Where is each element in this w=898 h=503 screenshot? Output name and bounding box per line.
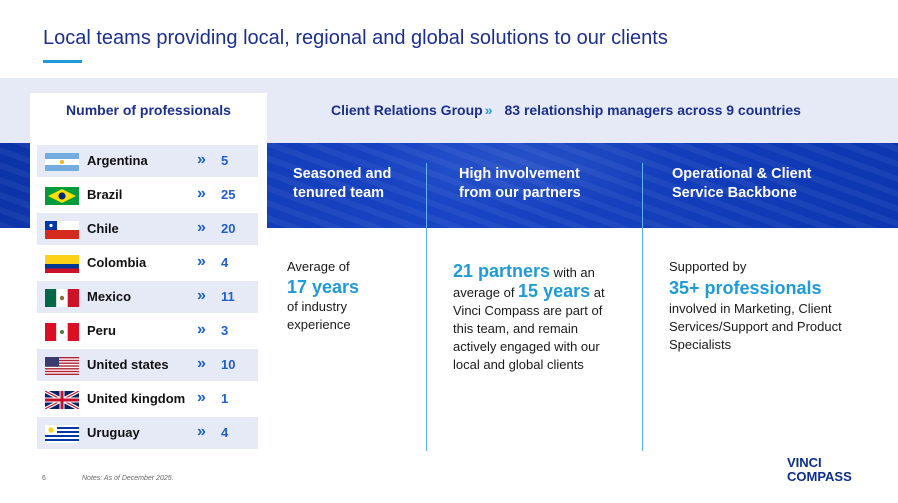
column-body-involvement: 21 partners with an average of 15 years … <box>453 262 623 374</box>
double-chevron-icon: » <box>197 355 206 372</box>
country-row: Argentina » 5 <box>37 145 258 177</box>
double-chevron-icon: » <box>197 389 206 406</box>
logo-line-2: COMPASS <box>787 469 852 484</box>
body-text: Supported by <box>669 259 747 274</box>
country-name: United states <box>87 357 169 372</box>
usa-flag-icon <box>45 357 79 375</box>
client-relations-line: Client Relations Group» 83 relationship m… <box>331 102 801 118</box>
professional-count: 11 <box>221 289 235 304</box>
country-name: United kingdom <box>87 391 186 406</box>
double-chevron-icon: » <box>197 185 206 202</box>
country-row: United kingdom » 1 <box>37 383 258 415</box>
chile-flag-icon <box>45 221 79 239</box>
double-chevron-icon: » <box>197 253 206 270</box>
column-title-involvement: High involvement from our partners <box>459 166 581 201</box>
body-text: with an average of <box>453 265 595 300</box>
footer-note: Notes: As of December 2025. <box>82 475 174 482</box>
professionals-header: Number of professionals <box>66 102 231 118</box>
country-name: Mexico <box>87 289 132 304</box>
argentina-flag-icon <box>45 153 79 171</box>
professional-count: 5 <box>221 153 229 168</box>
highlight-professionals: 35+ professionals <box>669 278 822 298</box>
crg-label: Client Relations Group <box>331 102 483 118</box>
professional-count: 4 <box>221 425 229 440</box>
page-number: 6 <box>42 475 46 482</box>
managers-text: 83 relationship managers across 9 countr… <box>504 102 801 118</box>
country-name: Chile <box>87 221 119 236</box>
column-body-backbone: Supported by 35+ professionals involved … <box>669 258 859 354</box>
uk-flag-icon <box>45 391 79 409</box>
country-name: Brazil <box>87 187 123 202</box>
professional-count: 3 <box>221 323 229 338</box>
column-divider <box>426 163 427 451</box>
colombia-flag-icon <box>45 255 79 273</box>
peru-flag-icon <box>45 323 79 341</box>
country-row: United states » 10 <box>37 349 258 381</box>
body-text: involved in Marketing, Client Services/S… <box>669 301 842 352</box>
country-row: Colombia » 4 <box>37 247 258 279</box>
professional-count: 20 <box>221 221 236 236</box>
country-row: Peru » 3 <box>37 315 258 347</box>
highlight-years: 17 years <box>287 277 360 297</box>
double-chevron-icon: » <box>197 321 206 338</box>
double-chevron-icon: » <box>197 423 206 440</box>
double-chevron-icon: » <box>197 151 206 168</box>
professional-count: 4 <box>221 255 229 270</box>
brazil-flag-icon <box>45 187 79 205</box>
uruguay-flag-icon <box>45 425 79 443</box>
body-text: at Vinci Compass are part of this team, … <box>453 285 605 372</box>
professional-count: 1 <box>221 391 229 406</box>
professional-count: 10 <box>221 357 236 372</box>
page-title: Local teams providing local, regional an… <box>43 27 668 49</box>
country-name: Peru <box>87 323 116 338</box>
title-underline <box>43 60 82 63</box>
country-name: Colombia <box>87 255 147 270</box>
double-chevron-icon: » <box>197 219 206 236</box>
vinci-compass-logo: VINCI COMPASS <box>787 456 867 484</box>
highlight-years: 15 years <box>518 281 591 301</box>
professional-count: 25 <box>221 187 236 202</box>
column-title-backbone: Operational & Client Service Backbone <box>672 166 812 201</box>
country-row: Chile » 20 <box>37 213 258 245</box>
highlight-partners: 21 partners <box>453 261 551 281</box>
column-divider <box>642 163 643 451</box>
double-chevron-icon: » <box>197 287 206 304</box>
column-body-seasoned: Average of 17 years of industry experien… <box>287 258 407 334</box>
body-text: of industry experience <box>287 299 351 332</box>
double-chevron-icon: » <box>484 102 493 118</box>
country-name: Argentina <box>87 153 148 168</box>
logo-line-1: VINCI <box>787 455 822 470</box>
country-row: Uruguay » 4 <box>37 417 258 449</box>
country-row: Brazil » 25 <box>37 179 258 211</box>
mexico-flag-icon <box>45 289 79 307</box>
body-text: Average of <box>287 259 350 274</box>
country-row: Mexico » 11 <box>37 281 258 313</box>
column-title-seasoned: Seasoned and tenured team <box>293 166 392 201</box>
country-name: Uruguay <box>87 425 140 440</box>
